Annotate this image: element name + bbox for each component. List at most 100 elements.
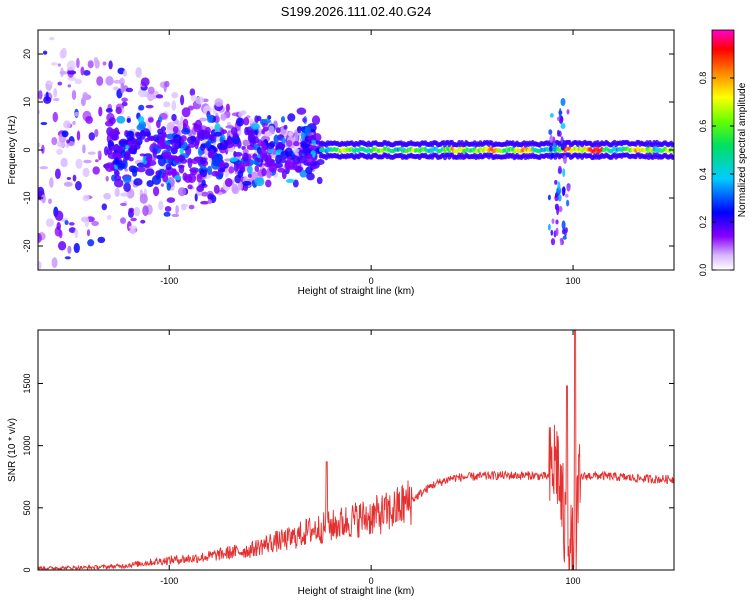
colorbar-label: Normalized spectral amplitude: [737, 82, 748, 217]
spectrogram-noise-cell: [305, 166, 313, 175]
spectrogram-noise-cell: [275, 141, 285, 152]
spectrogram-noise-cell: [266, 154, 272, 161]
spectrogram-noise-cell: [237, 181, 243, 191]
spectrogram-noise-cell: [112, 153, 123, 161]
spectrogram-noise-cell: [256, 115, 262, 122]
spectrogram-noise-cell: [152, 156, 156, 162]
spectrogram-noise-cell: [225, 103, 231, 112]
spectrogram-noise-cell: [91, 220, 99, 226]
spectrogram-noise-cell: [180, 135, 187, 142]
snr-y-ticks: 0 500 1000 1500: [22, 373, 674, 573]
spectrogram-noise-cell: [166, 197, 176, 203]
spectrogram-noise-cell: [58, 229, 63, 239]
spectrogram-noise-cell: [169, 138, 180, 143]
spectrogram-noise-cell: [194, 139, 199, 150]
spectrogram-noise-cell: [82, 194, 90, 202]
spectrogram-noise-cell: [205, 140, 211, 149]
spectrogram-noise-cell: [296, 107, 307, 115]
spectrogram-noise-cell: [148, 117, 154, 123]
spectrogram-noise-cell: [233, 151, 243, 157]
spectrogram-noise-cell: [120, 82, 125, 94]
spectrogram-noise-cell: [63, 181, 73, 187]
snr-x-label: Height of straight line (km): [298, 586, 415, 597]
spectrogram-noise-cell: [313, 133, 322, 142]
spectrogram-noise-cell: [189, 88, 196, 96]
spectrogram-noise-cell: [76, 57, 80, 69]
spectrogram-noise-cell: [133, 206, 141, 217]
spectrogram-burst-cell: [556, 205, 560, 216]
spectrogram-burst-cell: [557, 181, 561, 192]
spectrogram-burst-cell: [563, 155, 567, 164]
colorbar-tick-label: 0.6: [698, 120, 708, 133]
spectrogram-noise-cell: [152, 186, 160, 197]
spectrogram-noise-cell: [214, 123, 221, 132]
spectrogram-noise-cell: [228, 166, 235, 174]
spectrogram-noise-cell: [51, 257, 58, 269]
spectrogram-noise-cell: [105, 75, 114, 86]
spectrogram-noise-cell: [67, 245, 72, 254]
spectrogram-noise-cell: [304, 126, 311, 136]
spectrogram-noise-cell: [229, 157, 239, 162]
spectrogram-noise-cell: [140, 219, 146, 224]
spectrogram-noise-cell: [63, 120, 71, 129]
spectrogram-noise-cell: [242, 180, 252, 186]
snr-line: [38, 330, 674, 570]
spectrogram-noise-cell: [165, 163, 172, 171]
spectrogram-noise-cell: [175, 205, 179, 215]
spectrogram-noise-cell: [127, 139, 133, 147]
spectrogram-noise-cell: [160, 183, 165, 187]
spectrogram-noise-cell: [242, 139, 250, 147]
spectrogram-noise-cell: [191, 158, 199, 165]
spectrogram-noise-cell: [57, 241, 67, 251]
spectrogram-noise-cell: [72, 120, 76, 126]
spectrogram-burst-cell: [563, 141, 567, 149]
spectrogram-noise-cell: [138, 88, 147, 98]
spectrogram-noise-cell: [199, 168, 208, 178]
spectrogram-burst-cell: [548, 223, 551, 231]
spectrogram-burst-cell: [552, 142, 557, 152]
spectrogram-noise-cell: [211, 156, 222, 167]
spectrogram-noise-cell: [286, 139, 293, 147]
spectrogram-noise-cell: [200, 129, 211, 139]
spectrogram-noise-cell: [38, 142, 41, 148]
spectrogram-noise-cell: [252, 136, 259, 144]
spectrogram-noise-cell: [297, 155, 307, 164]
spectrogram-noise-cell: [214, 131, 222, 137]
spectrogram-burst-cell: [561, 228, 566, 235]
spectrogram-y-tick-label: 10: [22, 97, 32, 107]
spectrogram-burst-cell: [549, 134, 554, 143]
spectrogram-noise-cell: [43, 96, 52, 104]
spectrogram-noise-cell: [80, 66, 85, 76]
spectrogram-noise-cell: [132, 168, 138, 177]
spectrogram-burst-cell: [566, 109, 570, 115]
spectrogram-noise-cell: [64, 220, 69, 226]
spectrogram-noise-cell: [87, 60, 94, 69]
spectrogram-noise-cell: [113, 86, 119, 91]
spectrogram-noise-cell: [262, 126, 269, 132]
spectrogram-burst-cell: [555, 219, 559, 225]
spectrogram-noise-cell: [68, 222, 75, 226]
spectrogram-noise-cell: [201, 179, 206, 187]
spectrogram-noise-cell: [179, 116, 184, 126]
spectrogram-noise-cell: [224, 167, 229, 178]
spectrogram-noise-cell: [172, 125, 179, 134]
spectrogram-noise-cell: [61, 130, 69, 138]
spectrogram-burst-cell: [558, 205, 563, 213]
spectrogram-noise-cell: [171, 213, 180, 218]
spectrogram-noise-cell: [42, 50, 48, 55]
spectrogram-noise-cell: [74, 78, 83, 85]
colorbar: 0.0 0.2 0.4 0.6 0.8 Normalized spectral ampl…: [698, 29, 748, 276]
spectrogram-noise-cell: [260, 140, 266, 149]
spectrogram-noise-cell: [145, 104, 154, 109]
spectrogram-noise-cell: [121, 101, 128, 107]
spectrogram-noise-cell: [111, 133, 118, 141]
spectrogram-noise-cell: [174, 175, 182, 181]
spectrogram-noise-cell: [177, 187, 187, 197]
spectrogram-noise-cell: [198, 117, 208, 122]
spectrogram-noise-cell: [188, 204, 195, 210]
spectrogram-noise-cell: [268, 125, 275, 134]
spectrogram-noise-cell: [123, 69, 127, 77]
spectrogram-noise-cell: [146, 180, 154, 188]
spectrogram-noise-cell: [87, 239, 95, 247]
